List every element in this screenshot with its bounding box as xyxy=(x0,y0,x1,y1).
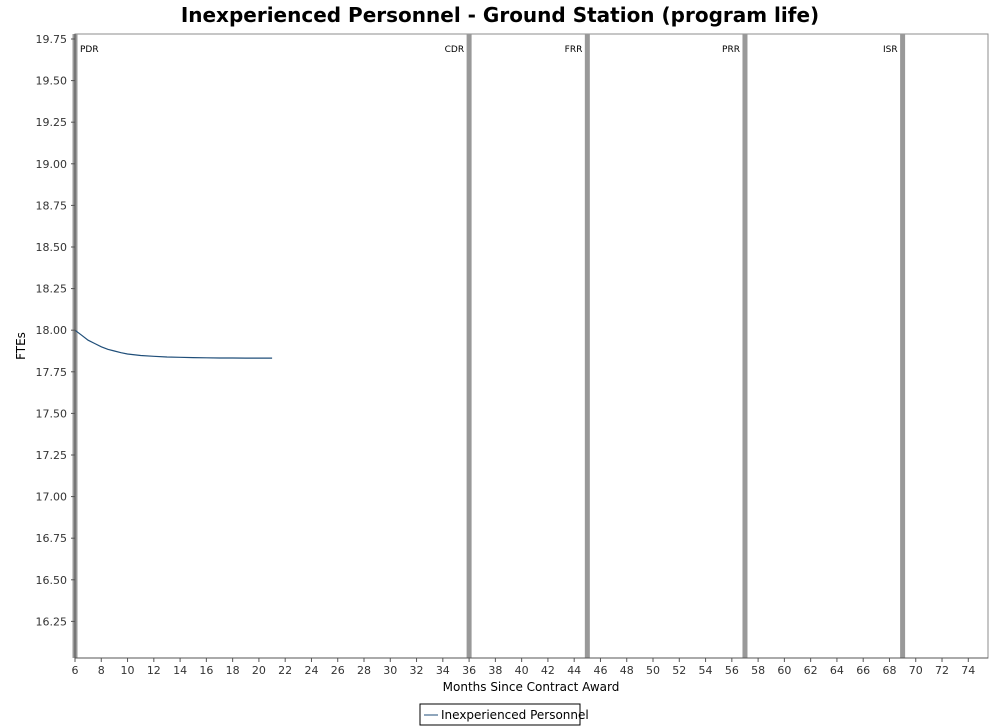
x-axis-label: Months Since Contract Award xyxy=(443,680,620,694)
milestone-label-pdr: PDR xyxy=(80,45,99,55)
series-line-0 xyxy=(74,329,273,359)
milestone-line-prr xyxy=(742,34,748,658)
y-axis-label: FTEs xyxy=(14,332,28,360)
x-tick-label: 46 xyxy=(593,664,607,677)
x-tick-label: 60 xyxy=(777,664,791,677)
y-tick-label: 16.50 xyxy=(36,574,68,587)
x-tick-label: 52 xyxy=(672,664,686,677)
x-tick-label: 36 xyxy=(462,664,476,677)
x-tick-label: 54 xyxy=(699,664,713,677)
x-tick-label: 24 xyxy=(304,664,318,677)
x-tick-label: 26 xyxy=(331,664,345,677)
x-tick-label: 58 xyxy=(751,664,765,677)
x-tick-label: 72 xyxy=(935,664,949,677)
milestone-line-isr xyxy=(900,34,906,658)
y-tick-label: 18.25 xyxy=(36,283,68,296)
x-tick-label: 22 xyxy=(278,664,292,677)
y-tick-label: 16.75 xyxy=(36,532,68,545)
milestone-label-isr: ISR xyxy=(883,45,898,55)
x-tick-label: 50 xyxy=(646,664,660,677)
y-tick-label: 19.00 xyxy=(36,158,68,171)
x-tick-label: 48 xyxy=(620,664,634,677)
y-tick-label: 17.00 xyxy=(36,491,68,504)
x-tick-label: 44 xyxy=(567,664,581,677)
y-tick-label: 19.75 xyxy=(36,33,68,46)
y-tick-label: 18.75 xyxy=(36,199,68,212)
milestone-label-frr: FRR xyxy=(565,45,583,55)
y-tick-label: 19.50 xyxy=(36,75,68,88)
x-tick-label: 42 xyxy=(541,664,555,677)
y-tick-label: 19.25 xyxy=(36,116,68,129)
legend: Inexperienced Personnel xyxy=(419,703,589,726)
y-tick-label: 18.00 xyxy=(36,324,68,337)
y-tick-label: 17.75 xyxy=(36,366,68,379)
x-tick-label: 34 xyxy=(436,664,450,677)
x-tick-label: 40 xyxy=(515,664,529,677)
x-tick-label: 14 xyxy=(173,664,187,677)
x-tick-label: 12 xyxy=(147,664,161,677)
y-tick-label: 17.25 xyxy=(36,449,68,462)
x-tick-label: 10 xyxy=(121,664,135,677)
x-tick-label: 32 xyxy=(410,664,424,677)
x-tick-label: 70 xyxy=(909,664,923,677)
x-tick-label: 62 xyxy=(804,664,818,677)
x-tick-label: 38 xyxy=(488,664,502,677)
milestone-label-cdr: CDR xyxy=(445,45,464,55)
plot-area xyxy=(74,33,989,659)
y-tick-label: 18.50 xyxy=(36,241,68,254)
chart-title: Inexperienced Personnel - Ground Station… xyxy=(181,3,819,27)
x-tick-label: 64 xyxy=(830,664,844,677)
x-tick-label: 20 xyxy=(252,664,266,677)
x-tick-label: 16 xyxy=(199,664,213,677)
milestone-label-prr: PRR xyxy=(722,45,740,55)
x-tick-label: 66 xyxy=(856,664,870,677)
legend-box xyxy=(419,703,581,726)
x-tick-label: 74 xyxy=(961,664,975,677)
x-tick-label: 56 xyxy=(725,664,739,677)
milestone-line-frr xyxy=(584,34,590,658)
x-tick-label: 68 xyxy=(882,664,896,677)
x-tick-label: 28 xyxy=(357,664,371,677)
y-tick-label: 16.25 xyxy=(36,615,68,628)
x-tick-label: 30 xyxy=(383,664,397,677)
y-tick-label: 17.50 xyxy=(36,407,68,420)
x-tick-label: 18 xyxy=(226,664,240,677)
milestone-line-cdr xyxy=(466,34,472,658)
x-tick-label: 6 xyxy=(72,664,79,677)
x-tick-label: 8 xyxy=(98,664,105,677)
legend-label: Inexperienced Personnel xyxy=(441,708,589,722)
